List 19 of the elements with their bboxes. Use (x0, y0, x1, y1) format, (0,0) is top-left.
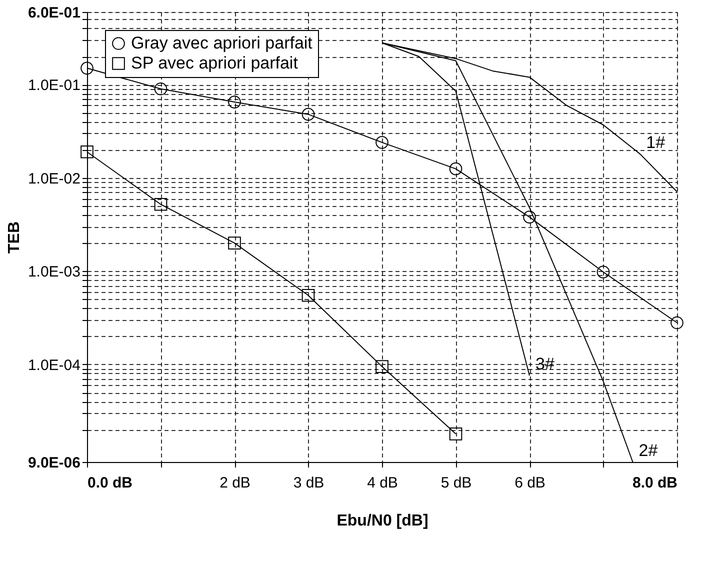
x-tick-label: 3 dB (293, 474, 324, 492)
y-tick-label: 1.0E-03 (28, 264, 80, 281)
y-axis-title: TEB (6, 222, 23, 254)
y-tick-label: 1.0E-01 (28, 77, 80, 94)
x-tick-label: 6 dB (514, 474, 546, 492)
y-tick-label: 9.0E-06 (28, 454, 80, 472)
legend-label: Gray avec apriori parfait (131, 34, 313, 52)
x-tick-label: 4 dB (367, 474, 398, 492)
annotation: 2# (638, 441, 658, 460)
x-axis-title: Ebu/N0 [dB] (336, 512, 428, 530)
y-tick-label: 1.0E-02 (28, 170, 80, 188)
legend-label: SP avec apriori parfait (131, 54, 298, 72)
y-tick-label: 6.0E-01 (28, 4, 80, 22)
x-tick-label: 8.0 dB (632, 474, 678, 492)
y-tick-label: 1.0E-04 (28, 356, 80, 374)
annotation: 1# (646, 133, 666, 152)
x-tick-label: 2 dB (220, 474, 250, 492)
x-tick-label: 5 dB (440, 474, 472, 492)
x-tick-label: 0.0 dB (88, 474, 133, 492)
